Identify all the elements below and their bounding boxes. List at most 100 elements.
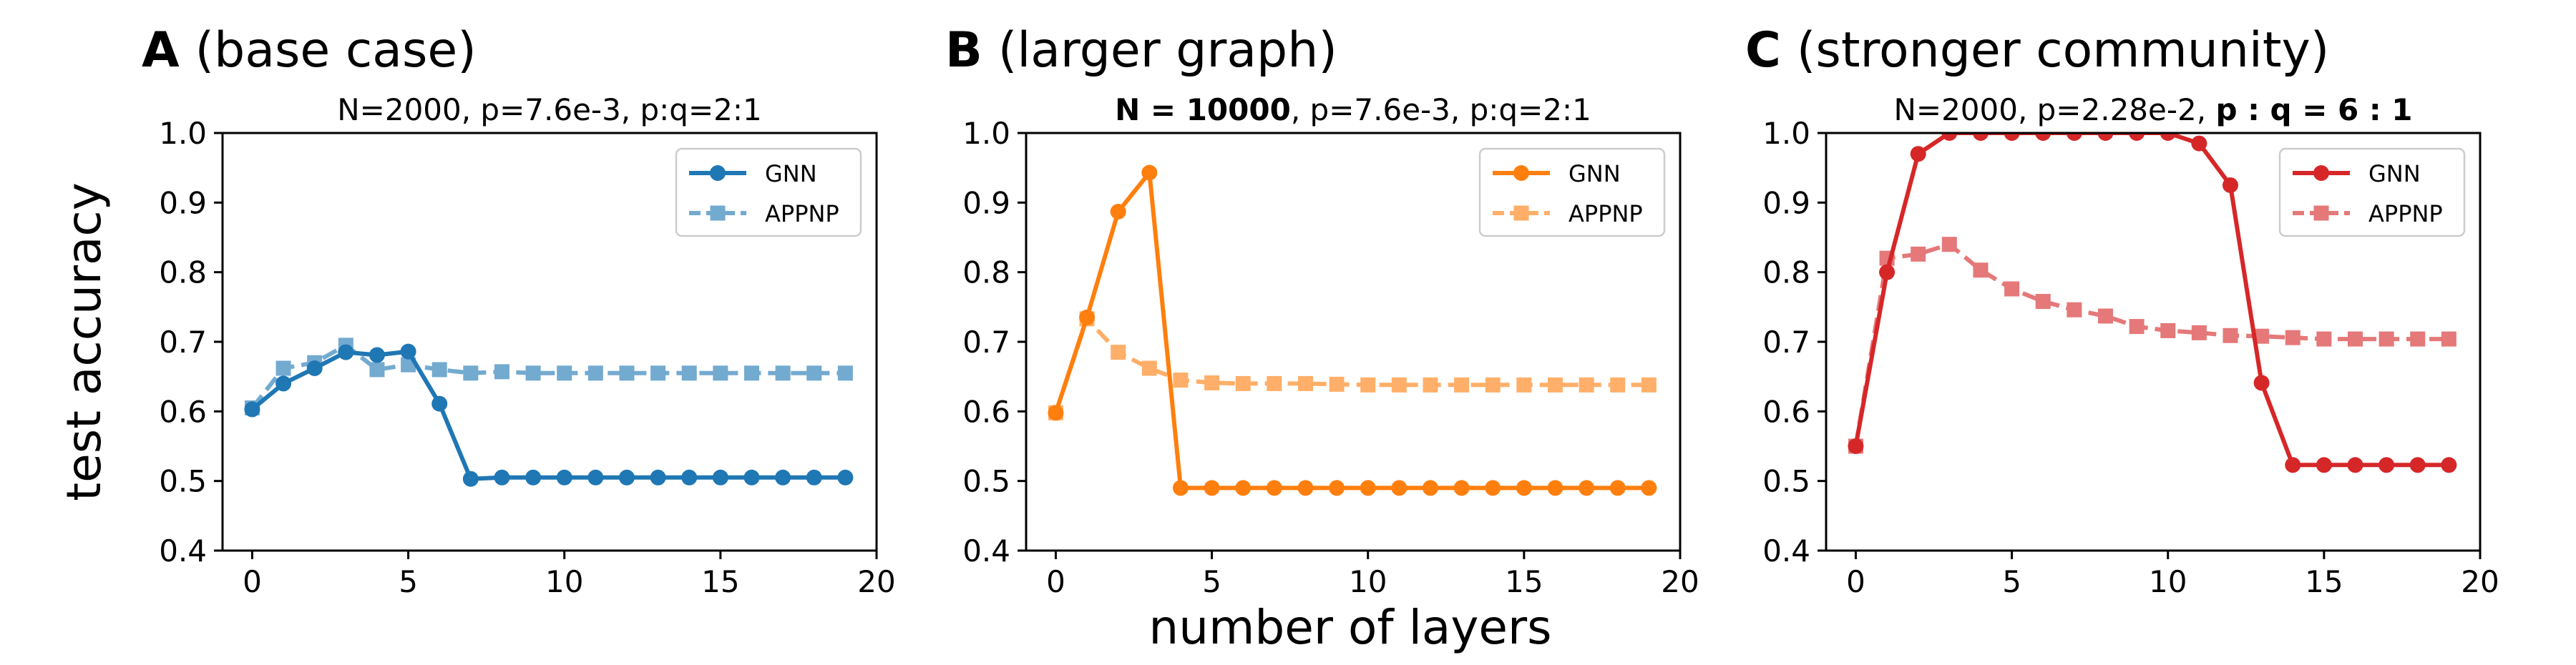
subtitle-part-1: , p=7.6e-3, p:q=2:1: [1291, 92, 1591, 127]
series-gnn-point: [1848, 438, 1864, 454]
series-gnn-point: [2316, 457, 2332, 473]
plot-frame: [1825, 132, 2482, 552]
series-appnp-point: [2191, 325, 2207, 340]
y-tick-label: 0.5: [962, 464, 1010, 499]
legend-marker: [1513, 165, 1529, 181]
series-appnp-point: [1973, 262, 1989, 278]
series-appnp-point: [713, 365, 728, 381]
legend-marker: [710, 165, 726, 181]
legend-marker: [710, 205, 726, 221]
legend-marker: [1513, 205, 1529, 221]
series-gnn-point: [1141, 164, 1158, 181]
series-gnn-point: [1941, 133, 1958, 141]
series-gnn-point: [1266, 480, 1282, 496]
series-appnp-point: [463, 365, 479, 381]
legend: GNN APPNP: [675, 147, 862, 237]
x-tick-label: 5: [2002, 564, 2021, 599]
panels-layer: A (base case) N=2000, p=7.6e-3, p:q=2:1 0 5 1…: [142, 22, 2499, 599]
legend-entry-gnn: [1493, 165, 1550, 181]
series-gnn-point: [2066, 133, 2082, 141]
series-gnn-point: [2004, 133, 2020, 141]
series-gnn-point: [1972, 133, 1989, 141]
y-tick-label: 0.6: [962, 394, 1010, 429]
y-tick-label: 0.8: [962, 255, 1010, 290]
series-appnp-point: [2316, 331, 2332, 347]
series-gnn-point: [681, 469, 698, 486]
series-gnn-point: [1079, 309, 1096, 325]
y-tick-label: 1.0: [1762, 116, 1810, 151]
series-appnp-point: [806, 365, 822, 381]
y-tick-label: 0.7: [159, 325, 207, 360]
series-gnn-point: [1204, 480, 1220, 496]
legend-label: GNN: [2368, 160, 2421, 187]
series-gnn-point: [431, 395, 448, 412]
x-tick-label: 10: [545, 564, 583, 599]
legend-label: GNN: [1568, 160, 1621, 187]
series-appnp: [244, 338, 853, 415]
series-appnp-point: [525, 365, 541, 381]
series-gnn-point: [712, 469, 728, 486]
series-appnp-point: [650, 365, 666, 381]
x-tick-label: 20: [1661, 564, 1699, 599]
x-tick-label: 10: [2149, 564, 2187, 599]
legend-entry-gnn: [2293, 165, 2350, 181]
series-gnn-point: [1172, 480, 1189, 496]
panel-title: B (larger graph): [945, 22, 1337, 79]
x-tick-label: 0: [243, 564, 262, 599]
series-appnp-point: [587, 365, 603, 381]
series-gnn-point: [1110, 203, 1126, 220]
series-gnn-point: [1641, 480, 1657, 496]
series-gnn-point: [1609, 480, 1626, 496]
plot-area: [1048, 164, 1657, 496]
x-tick-label: 20: [857, 564, 895, 599]
x-tick-label: 10: [1349, 564, 1387, 599]
series-gnn-point: [743, 469, 760, 486]
series-gnn: [1848, 133, 2457, 473]
y-tick-label: 0.8: [1762, 255, 1810, 290]
series-gnn-point: [2409, 457, 2426, 473]
panel-a: A (base case) N=2000, p=7.6e-3, p:q=2:1 0 5 1…: [142, 22, 896, 599]
series-gnn-point: [462, 471, 479, 487]
y-tick-label: 1.0: [159, 116, 207, 151]
series-gnn-point: [1391, 480, 1407, 496]
panel-subtitle: N=2000, p=2.28e-2, p : q = 6 : 1: [1893, 92, 2412, 127]
series-appnp-point: [2285, 330, 2301, 345]
series-appnp-point: [2410, 331, 2426, 347]
series-gnn-point: [2035, 133, 2051, 141]
legend-marker: [2313, 165, 2329, 181]
y-axis-label: test accuracy: [57, 182, 112, 501]
series-gnn-point: [1235, 480, 1252, 496]
series-appnp-point: [1641, 377, 1657, 393]
series-gnn-point: [275, 375, 292, 392]
panel-title-text: (base case): [195, 22, 477, 79]
series-appnp-point: [1141, 360, 1157, 376]
x-tick-label: 0: [1846, 564, 1865, 599]
legend-label: GNN: [765, 160, 817, 187]
series-gnn-point: [494, 469, 510, 486]
series-appnp-point: [1579, 377, 1594, 393]
series-appnp-point: [1391, 377, 1407, 393]
series-gnn-point: [2379, 457, 2395, 473]
series-gnn-point: [2129, 133, 2145, 141]
legend-entry-gnn: [689, 165, 746, 181]
series-appnp-point: [369, 362, 385, 378]
series-gnn: [244, 343, 854, 487]
panel-letter: C: [1745, 22, 1781, 79]
series-gnn-point: [1910, 146, 1926, 162]
series-appnp: [1848, 237, 2457, 454]
panel-subtitle: N=2000, p=7.6e-3, p:q=2:1: [337, 92, 762, 127]
subtitle-part-0: N=2000, p=7.6e-3, p:q=2:1: [337, 92, 762, 127]
series-appnp-point: [1360, 377, 1376, 393]
series-gnn-point: [2191, 135, 2207, 152]
y-tick-label: 0.4: [1762, 533, 1810, 568]
series-appnp-point: [837, 365, 853, 381]
legend-label: APPNP: [765, 200, 839, 227]
panel-title-text: (larger graph): [998, 22, 1337, 79]
series-appnp-point: [2223, 327, 2238, 343]
series-gnn-point: [2097, 133, 2114, 141]
series-gnn-point: [2253, 375, 2270, 391]
series-gnn-point: [525, 469, 542, 486]
series-gnn-point: [1879, 264, 1896, 280]
series-appnp-point: [1423, 377, 1438, 393]
